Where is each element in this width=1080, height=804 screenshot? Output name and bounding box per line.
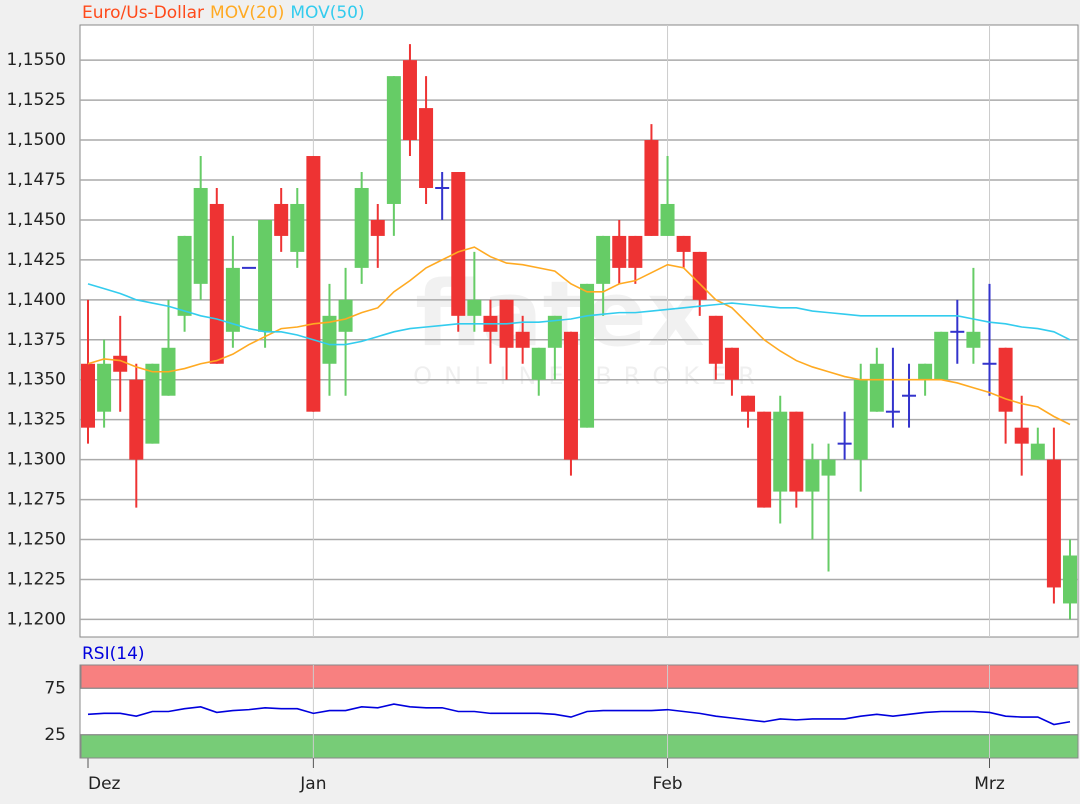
candle-body <box>338 299 353 332</box>
rsi-band <box>80 664 1079 689</box>
x-tick-label: Feb <box>652 774 682 794</box>
candle-body <box>97 363 112 412</box>
candle-body <box>306 156 321 412</box>
y-tick-label: 1,1475 <box>7 170 66 190</box>
candle-body <box>724 347 739 380</box>
candle-body <box>563 331 578 460</box>
y-tick-label: 1,1500 <box>7 130 66 150</box>
line <box>87 246 1071 426</box>
candle-body <box>1030 443 1045 460</box>
candle-body <box>1046 459 1061 588</box>
candle-body <box>419 108 434 188</box>
candle-body <box>773 411 788 492</box>
candle-body <box>451 172 466 316</box>
legend-entry: Euro/Us-Dollar <box>82 3 204 23</box>
candle-body <box>177 235 192 316</box>
legend-entry: MOV(50) <box>290 3 364 23</box>
candle-body <box>644 140 659 236</box>
candle-body <box>998 347 1013 412</box>
candle-body <box>918 363 933 380</box>
candle-body <box>966 331 981 348</box>
y-tick-label: 1,1200 <box>7 609 66 629</box>
candle-body <box>209 203 224 364</box>
candle-body <box>515 331 530 348</box>
y-tick-label: 1,1225 <box>7 569 66 589</box>
candle-body <box>81 363 95 428</box>
y-tick-label: 1,1275 <box>7 490 66 510</box>
y-tick-label: 1,1300 <box>7 450 66 470</box>
candle-body <box>612 235 627 268</box>
y-tick-label: 1,1250 <box>7 530 66 550</box>
candle-body <box>193 187 208 284</box>
candle-body <box>354 187 369 268</box>
candle-body <box>113 355 128 372</box>
candle-body <box>145 363 160 444</box>
candle-body <box>370 219 385 236</box>
candle-body <box>258 219 273 332</box>
candle-body <box>692 251 707 300</box>
y-tick-label: 1,1425 <box>7 250 66 270</box>
x-tick-label: Mrz <box>974 774 1005 794</box>
candle-body <box>1063 555 1077 604</box>
x-tick-label: Dez <box>88 774 121 794</box>
candle-body <box>853 379 868 460</box>
candle-body <box>1014 427 1029 444</box>
candle-body <box>596 235 611 284</box>
y-tick-label: 1,1350 <box>7 370 66 390</box>
candle-body <box>402 60 417 141</box>
y-tick-label: 25 <box>44 725 66 745</box>
candle-body <box>290 203 305 252</box>
x-tick-label: Jan <box>299 774 326 794</box>
candle-body <box>547 315 562 348</box>
candle-body <box>467 299 482 316</box>
legend-entry: RSI(14) <box>82 644 145 664</box>
candle-body <box>869 363 884 412</box>
candle-body <box>934 331 949 380</box>
y-tick-label: 1,1525 <box>7 90 66 110</box>
candle-body <box>660 203 675 236</box>
legend-entry: MOV(20) <box>210 3 284 23</box>
candle-body <box>789 411 804 492</box>
y-tick-label: 1,1550 <box>7 50 66 70</box>
y-tick-label: 1,1375 <box>7 330 66 350</box>
y-tick-label: 1,1400 <box>7 290 66 310</box>
candle-body <box>708 315 723 364</box>
candle-body <box>580 283 595 428</box>
plot-area <box>79 24 1079 638</box>
candle-body <box>757 411 772 508</box>
candle-body <box>531 347 546 380</box>
candle-body <box>741 395 756 412</box>
candle-body <box>322 315 337 364</box>
candle-body <box>821 459 836 476</box>
candle-body <box>676 235 691 252</box>
y-tick-label: 1,1325 <box>7 410 66 430</box>
candle-body <box>225 267 240 332</box>
y-tick-label: 75 <box>44 678 66 698</box>
line <box>87 283 1071 346</box>
candle-body <box>129 379 144 460</box>
candle-body <box>805 459 820 492</box>
candle-body <box>274 203 289 236</box>
candle-body <box>386 76 401 204</box>
line <box>87 703 1071 726</box>
y-tick-label: 1,1450 <box>7 210 66 230</box>
candle-body <box>628 235 643 268</box>
rsi-band <box>80 734 1079 759</box>
